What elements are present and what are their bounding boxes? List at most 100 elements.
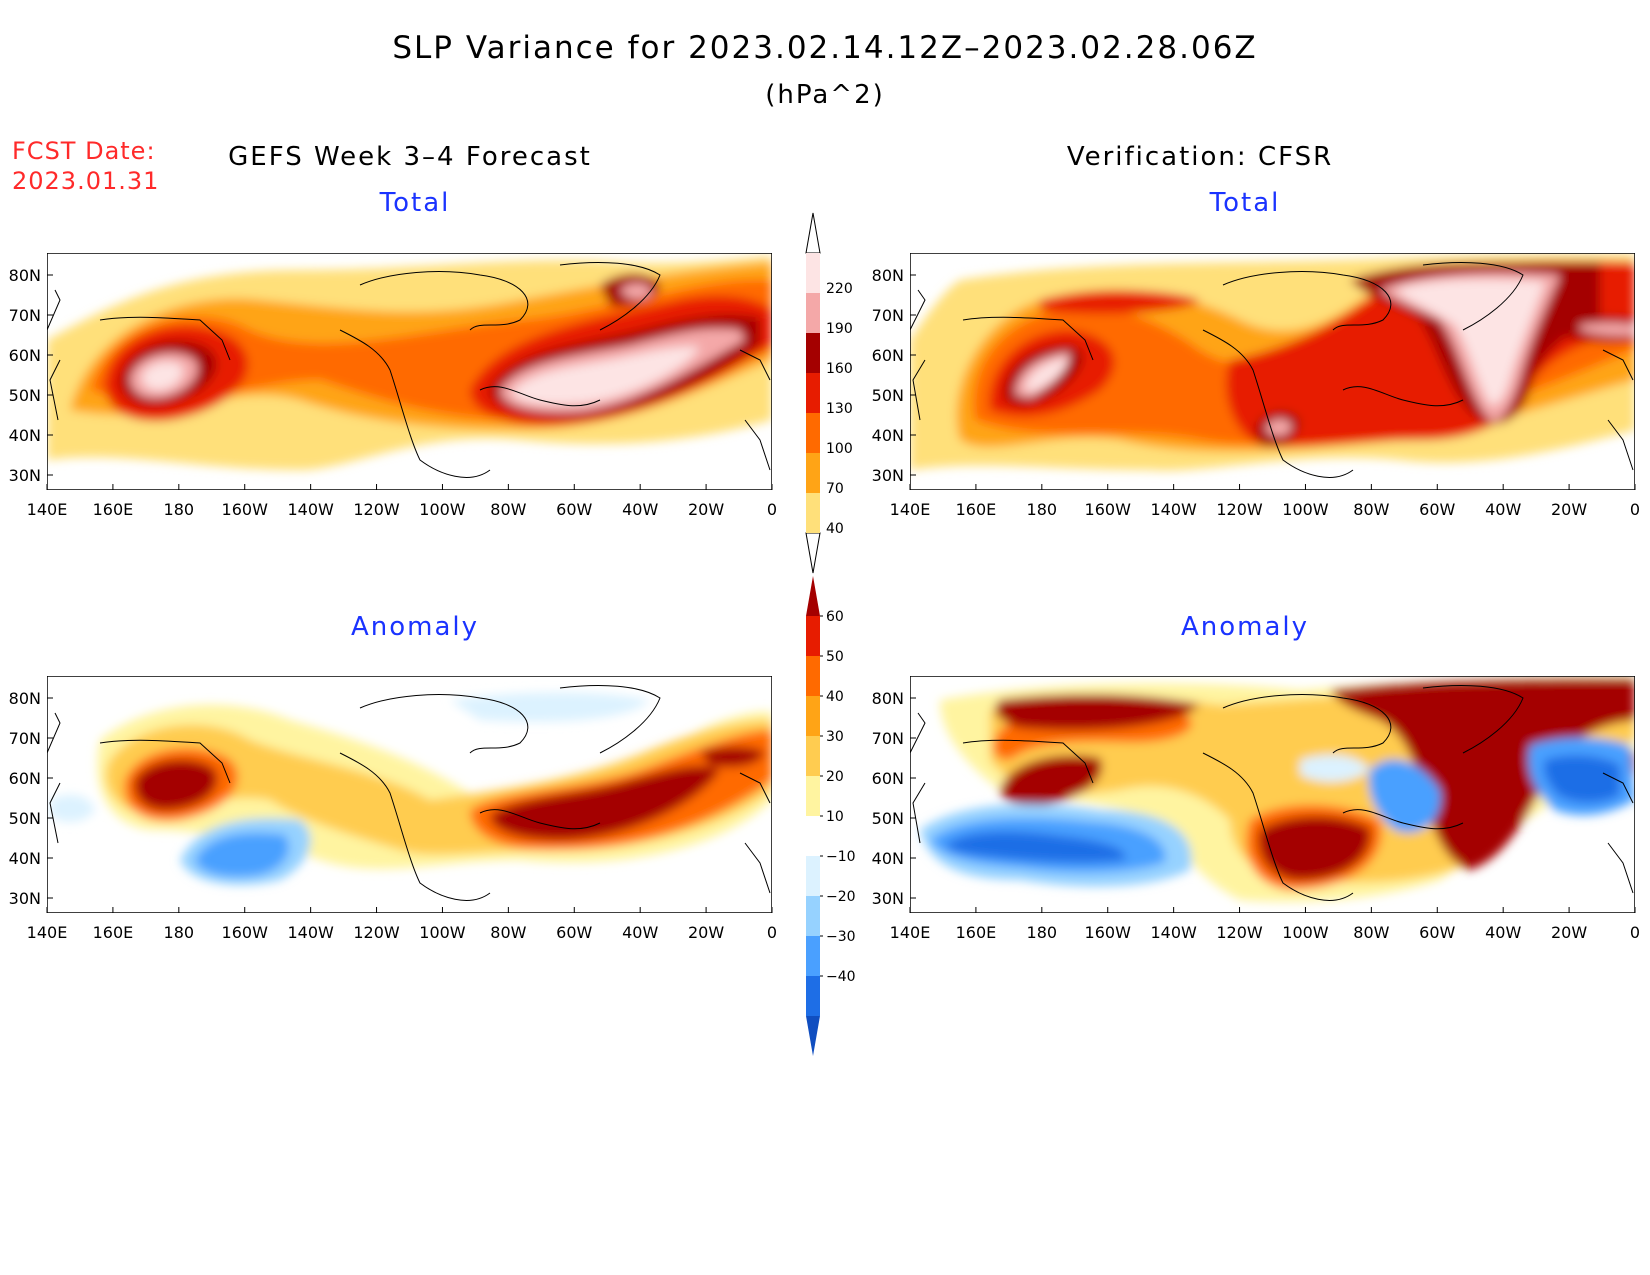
lon-tick-label: 160E: [956, 923, 997, 942]
lon-tick-label: 180: [164, 500, 195, 519]
axis-labels: 140E 160E 180 160W 140W 120W 100W 80W 60W 40W 20W 0…: [9, 266, 1640, 942]
lat-tick-label: 60N: [9, 769, 41, 788]
coastlines-verification-anomaly: [910, 685, 1634, 901]
map-forecast-total: [47, 253, 772, 490]
lon-tick-label: 60W: [1419, 923, 1455, 942]
lat-tick-label: 40N: [872, 849, 904, 868]
colorbar-total-bottom-arrow: [805, 532, 821, 574]
colorbar-total-swatch: [806, 293, 820, 333]
left-column-heading: GEFS Week 3–4 Forecast: [228, 142, 592, 172]
lat-tick-label: 30N: [872, 889, 904, 908]
colorbar-total-label: 160: [826, 361, 853, 377]
lon-tick-label: 120W: [353, 923, 400, 942]
colorbar-total-label: 70: [826, 481, 844, 497]
lon-tick-label: 160E: [93, 500, 134, 519]
lon-tick-label: 20W: [688, 500, 724, 519]
lat-tick-label: 80N: [872, 266, 904, 285]
chart-units: (hPa^2): [765, 80, 885, 110]
right-column-heading: Verification: CFSR: [1066, 142, 1334, 172]
map-forecast-anomaly: [47, 676, 772, 913]
lat-tick-label: 40N: [9, 426, 41, 445]
colorbar-anomaly-label: 40: [826, 689, 844, 705]
lon-tick-label: 0: [767, 500, 777, 519]
panel-title-verification-total: Total: [1209, 188, 1281, 218]
colorbar-anomaly-top-arrow: [806, 576, 820, 616]
lon-tick-label: 40W: [1485, 500, 1521, 519]
colorbar-anomaly-bottom-arrow: [806, 1016, 820, 1056]
lon-tick-label: 120W: [353, 500, 400, 519]
lon-tick-label: 120W: [1216, 500, 1263, 519]
panel-title-verification-anomaly: Anomaly: [1180, 612, 1310, 642]
colorbar-total-swatch: [806, 253, 820, 293]
lon-tick-label: 180: [1027, 500, 1058, 519]
lon-tick-label: 140W: [1150, 500, 1197, 519]
lon-tick-label: 80W: [490, 923, 526, 942]
lat-tick-label: 70N: [9, 729, 41, 748]
colorbar-anomaly-swatch: [806, 896, 820, 936]
lon-tick-label: 20W: [688, 923, 724, 942]
colorbar-anomaly-swatch: [806, 856, 820, 896]
lon-tick-label: 160E: [956, 500, 997, 519]
lat-tick-label: 30N: [9, 889, 41, 908]
lat-tick-label: 60N: [872, 769, 904, 788]
lon-tick-label: 60W: [556, 500, 592, 519]
lon-tick-label: 100W: [1282, 923, 1329, 942]
panel-title-forecast-anomaly: Anomaly: [350, 612, 480, 642]
colorbar-total-swatch: [806, 493, 820, 533]
colorbar-anomaly-label: −20: [826, 889, 856, 905]
lon-tick-label: 0: [1630, 923, 1640, 942]
lat-tick-label: 50N: [872, 386, 904, 405]
colorbar-total-label: 190: [826, 321, 853, 337]
map-verification-total: [910, 253, 1635, 490]
forecast-date-label: FCST Date:: [12, 137, 156, 165]
colorbar-anomaly-label: −40: [826, 969, 856, 985]
lon-tick-label: 140W: [287, 923, 334, 942]
lat-tick-label: 40N: [872, 426, 904, 445]
lon-tick-label: 140E: [27, 500, 68, 519]
colorbar-anomaly-label: 10: [826, 809, 844, 825]
colorbar-anomaly-swatch: [806, 976, 820, 1016]
colorbar-total-label: 100: [826, 441, 853, 457]
lon-tick-label: 140E: [27, 923, 68, 942]
lat-tick-label: 30N: [9, 466, 41, 485]
lon-tick-label: 40W: [622, 500, 658, 519]
colorbar-anomaly-swatch: [806, 616, 820, 656]
map-verification-anomaly: [910, 676, 1635, 913]
lon-tick-label: 100W: [419, 923, 466, 942]
lon-tick-label: 60W: [1419, 500, 1455, 519]
lon-tick-label: 160W: [1085, 923, 1132, 942]
colorbar-anomaly-label: 60: [826, 609, 844, 625]
lat-tick-label: 80N: [9, 689, 41, 708]
lat-tick-label: 60N: [9, 346, 41, 365]
colorbar-total: 40 70 100 130 160 190 220: [805, 212, 853, 574]
coastlines-forecast-total: [47, 262, 771, 478]
colorbar-total-top-arrow: [805, 212, 821, 254]
colorbar-anomaly-label: 30: [826, 729, 844, 745]
colorbar-anomaly-label: 50: [826, 649, 844, 665]
colorbar-anomaly-swatch: [806, 816, 820, 856]
lat-tick-label: 30N: [872, 466, 904, 485]
lon-tick-label: 140W: [1150, 923, 1197, 942]
colorbar-anomaly-label: −30: [826, 929, 856, 945]
lat-tick-label: 80N: [872, 689, 904, 708]
forecast-date-value: 2023.01.31: [12, 167, 160, 195]
colorbar-anomaly-swatch: [806, 656, 820, 696]
lat-tick-label: 60N: [872, 346, 904, 365]
coastlines-forecast-anomaly: [47, 685, 771, 901]
colorbar-total-label: 220: [826, 281, 853, 297]
lon-tick-label: 180: [1027, 923, 1058, 942]
lat-tick-label: 80N: [9, 266, 41, 285]
colorbar-total-swatch: [806, 453, 820, 493]
colorbar-anomaly-swatch: [806, 936, 820, 976]
lon-tick-label: 40W: [622, 923, 658, 942]
lon-tick-label: 140W: [287, 500, 334, 519]
chart-title: SLP Variance for 2023.02.14.12Z–2023.02.…: [392, 30, 1258, 66]
colorbar-anomaly-swatch: [806, 776, 820, 816]
lon-tick-label: 160W: [222, 500, 269, 519]
lat-tick-label: 50N: [9, 809, 41, 828]
colorbar-total-swatch: [806, 373, 820, 413]
lon-tick-label: 160W: [1085, 500, 1132, 519]
coastlines-verification-total: [910, 262, 1634, 478]
colorbar-total-label: 40: [826, 521, 844, 537]
